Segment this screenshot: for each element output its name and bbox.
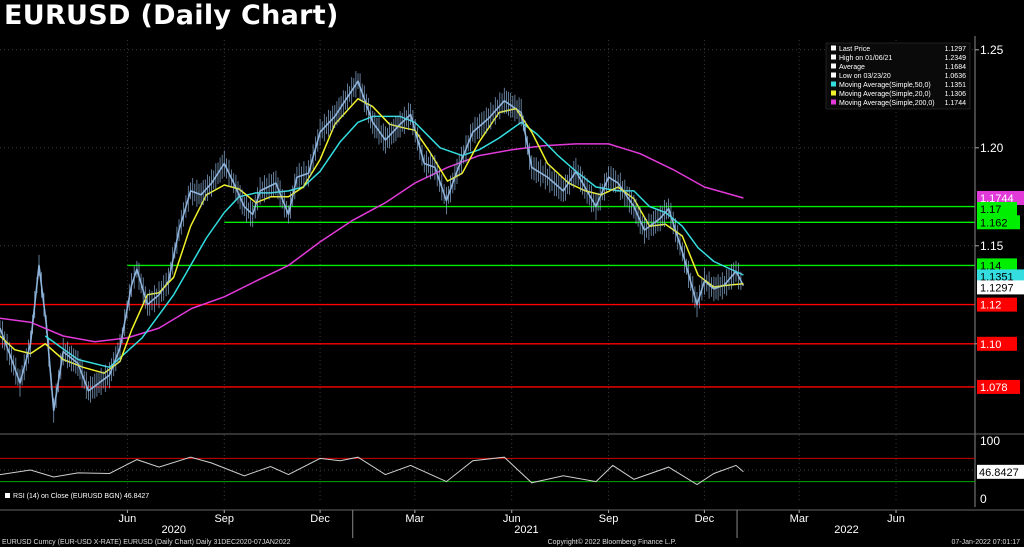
value-label-box [977, 258, 1017, 273]
value-label: 1.10 [980, 339, 1001, 351]
x-tick-label: Sep [599, 513, 619, 525]
value-label-box [977, 190, 1024, 205]
square-icon [5, 493, 10, 498]
legend-value: 1.1684 [945, 64, 967, 71]
legend-value: 1.1351 [945, 82, 967, 89]
value-label: 1.17 [980, 204, 1001, 216]
value-label: 1.078 [980, 382, 1008, 394]
x-tick-label: Sep [214, 513, 234, 525]
legend-value: 1.1744 [945, 100, 967, 107]
square-icon [831, 81, 836, 87]
legend-label: Low on 03/23/20 [839, 73, 891, 80]
plus-marker-icon [831, 63, 836, 69]
square-icon [831, 90, 836, 96]
rsi-tick-label: 0 [980, 492, 987, 506]
low-marker-icon [831, 72, 836, 78]
square-icon [831, 45, 836, 51]
rsi-tick-label: 100 [980, 434, 1000, 448]
value-label-box [977, 215, 1020, 230]
legend-label: High on 01/06/21 [839, 55, 892, 62]
legend-label: Moving Average(Simple,20,0) [839, 91, 931, 98]
value-label-box [977, 201, 1017, 216]
high-marker-icon [831, 54, 836, 60]
footer-left: EURUSD Curncy (EUR-USD X-RATE) EURUSD (D… [2, 539, 291, 546]
legend-label: Moving Average(Simple,50,0) [839, 82, 931, 89]
value-label-box [977, 280, 1024, 295]
legend-label: Last Price [839, 46, 870, 53]
axes: 1.25 1.20 1.15 1.10 Jun Sep Dec Mar Jun Sep Dec Mar… [0, 36, 1024, 538]
legend-label: Moving Average(Simple,200,0) [839, 100, 935, 107]
value-label-box [977, 336, 1017, 351]
rsi-value-box [977, 464, 1024, 479]
legend-value: 1.2349 [945, 55, 967, 62]
moving-average-series [0, 98, 744, 374]
x-tick-label: Mar [790, 513, 809, 525]
value-label-box [977, 269, 1024, 284]
rsi-legend: RSI (14) on Close (EURUSD BGN) 46.8427 [13, 493, 149, 500]
price-series [0, 80, 745, 412]
value-label-box [977, 379, 1020, 394]
value-label-box [977, 297, 1017, 312]
legend-label: Average [839, 64, 865, 71]
y-tick-label: 1.20 [980, 141, 1004, 155]
series-layer [0, 71, 745, 423]
legend-value: 1.0636 [945, 73, 967, 80]
rsi-value-label: 46.8427 [979, 467, 1019, 479]
moving-average-series [44, 115, 744, 369]
footer-right: 07-Jan-2022 07:01:17 [952, 539, 1021, 546]
x-tick-label: Jun [887, 513, 905, 525]
year-label: 2022 [834, 524, 858, 536]
legend: Last Price 1.1297 High on 01/06/21 1.2349 Av… [825, 42, 971, 110]
footer-center: Copyright© 2022 Bloomberg Finance L.P. [548, 538, 677, 546]
value-label: 1.1297 [980, 282, 1014, 294]
x-tick-label: Jun [503, 513, 521, 525]
square-icon [831, 99, 836, 105]
y-tick-label: 1.25 [980, 43, 1004, 57]
chart-title: EURUSD (Daily Chart) [4, 0, 339, 31]
right-value-labels: 1.17441.171.1621.141.13511.12971.121.101… [977, 190, 1024, 394]
moving-average-series [0, 143, 744, 343]
x-tick-label: Mar [405, 513, 424, 525]
legend-value: 1.1306 [945, 91, 967, 98]
legend-box [825, 42, 971, 110]
value-label: 1.12 [980, 300, 1001, 312]
year-label: 2020 [161, 524, 185, 536]
year-label: 2021 [514, 524, 538, 536]
support-resistance-lines [0, 205, 975, 388]
x-tick-label: Dec [310, 513, 330, 525]
value-label: 1.162 [980, 217, 1008, 229]
footer: EURUSD Curncy (EUR-USD X-RATE) EURUSD (D… [2, 538, 1020, 546]
legend-value: 1.1297 [945, 46, 967, 53]
x-tick-label: Jun [119, 513, 137, 525]
x-tick-label: Dec [695, 513, 715, 525]
y-tick-label: 1.15 [980, 239, 1004, 253]
rsi-series [0, 456, 744, 486]
